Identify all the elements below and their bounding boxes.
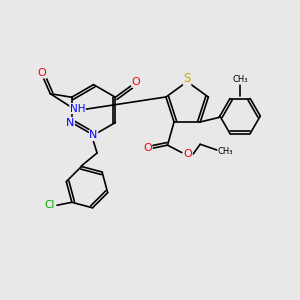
- Text: CH₃: CH₃: [218, 147, 233, 156]
- Text: O: O: [38, 68, 46, 78]
- Text: N: N: [66, 118, 74, 128]
- Text: Cl: Cl: [44, 200, 55, 210]
- Text: CH₃: CH₃: [232, 75, 248, 84]
- Text: N: N: [89, 130, 98, 140]
- Text: O: O: [183, 149, 192, 159]
- Text: O: O: [143, 143, 152, 153]
- Text: NH: NH: [70, 103, 85, 113]
- Text: S: S: [184, 72, 191, 85]
- Text: O: O: [132, 77, 141, 87]
